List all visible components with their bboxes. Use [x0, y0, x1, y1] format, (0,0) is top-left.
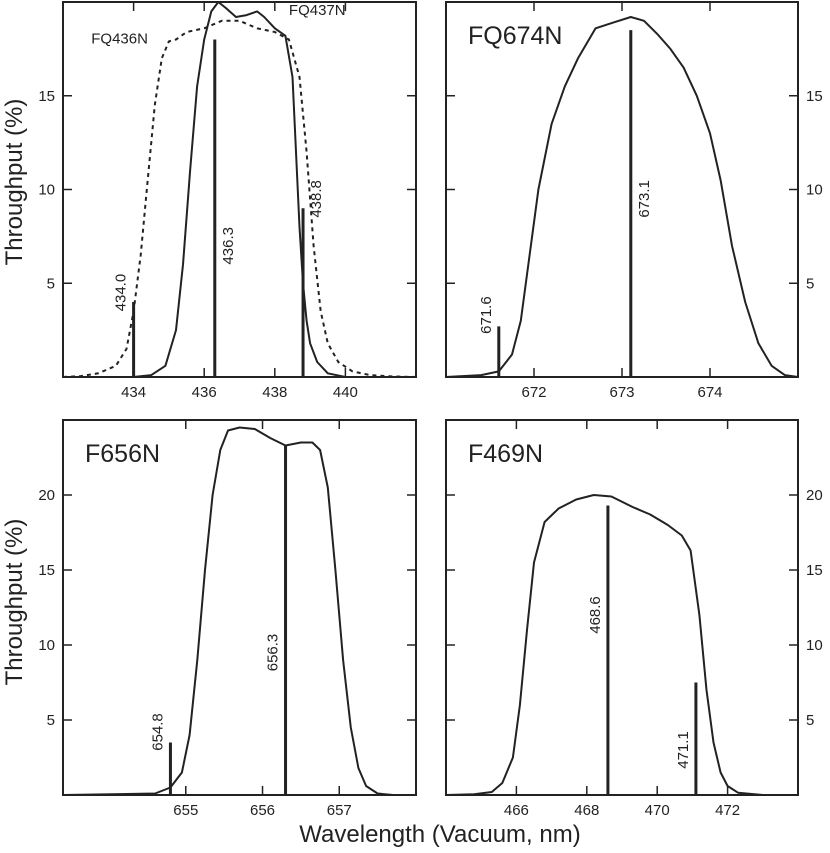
x-tick-label: 470	[645, 802, 670, 819]
y-tick-label: 5	[47, 275, 55, 292]
x-tick-label: 436	[192, 384, 217, 401]
y-axis-title-top: Throughput (%)	[1, 99, 28, 266]
x-tick-label: 434	[121, 384, 146, 401]
emission-line-label: 654.8	[149, 713, 166, 751]
panel-title: FQ674N	[468, 22, 562, 50]
x-tick-label: 673	[609, 384, 634, 401]
x-tick-label: 472	[715, 802, 740, 819]
y-tick-label: 15	[806, 562, 823, 579]
series-line-1	[62, 426, 416, 796]
x-tick-label: 656	[250, 802, 275, 819]
x-tick-label: 438	[262, 384, 287, 401]
panel-4: 466 468 470 472 5 10 15 20 468.6 471.1 F469N	[445, 419, 823, 819]
plot-frame	[445, 419, 799, 796]
emission-line-label: 471.1	[675, 731, 692, 769]
y-tick-label: 20	[806, 487, 823, 504]
x-tick-label: 655	[173, 802, 198, 819]
emission-line-label: 673.1	[636, 180, 653, 218]
x-tick-label: 440	[333, 384, 358, 401]
y-tick-label: 10	[806, 637, 823, 654]
emission-line-label: 434.0	[113, 274, 130, 312]
y-tick-label: 15	[38, 88, 55, 105]
curve-annotation: FQ437N	[289, 2, 346, 19]
y-tick-label: 10	[806, 182, 823, 199]
emission-line-label: 438.8	[308, 180, 325, 218]
series-line-1	[445, 16, 799, 378]
x-axis-title: Wavelength (Vacuum, nm)	[299, 821, 580, 848]
panel-3: 655 656 657 5 10 15 20 654.8 656.3 F656N	[38, 419, 417, 819]
panel-title: F469N	[468, 440, 543, 468]
x-tick-label: 468	[574, 802, 599, 819]
panel-2: 672 673 674 5 10 15 671.6 673.1 FQ674N	[445, 1, 823, 401]
y-tick-label: 5	[806, 275, 814, 292]
panel-1: 434 436 438 440 5 10 15 434.0 436.3 438.8 FQ436N FQ…	[38, 1, 417, 401]
plot-frame	[445, 1, 799, 378]
panel-title: F656N	[85, 440, 160, 468]
x-tick-label: 674	[697, 384, 722, 401]
x-tick-label: 672	[521, 384, 546, 401]
plot-frame	[62, 419, 417, 796]
emission-line-label: 436.3	[220, 227, 237, 265]
emission-line-label: 671.6	[478, 296, 495, 334]
y-tick-label: 20	[38, 487, 55, 504]
emission-line-label: 468.6	[587, 596, 604, 634]
y-tick-label: 5	[47, 712, 55, 729]
series-line-fq436n	[62, 19, 417, 378]
y-tick-label: 15	[38, 562, 55, 579]
x-tick-label: 657	[327, 802, 352, 819]
y-tick-label: 15	[806, 88, 823, 105]
plot-frame	[62, 1, 417, 378]
emission-line-label: 656.3	[265, 634, 282, 672]
curve-annotation: FQ436N	[91, 30, 148, 47]
y-tick-label: 5	[806, 712, 814, 729]
y-tick-label: 10	[38, 182, 55, 199]
x-tick-label: 466	[504, 802, 529, 819]
series-line-1	[445, 494, 798, 796]
y-axis-title-bottom: Throughput (%)	[1, 519, 28, 686]
y-tick-label: 10	[38, 637, 55, 654]
panels-group: 434 436 438 440 5 10 15 434.0 436.3 438.8 FQ436N FQ…	[38, 1, 823, 819]
series-line-fq437n	[63, 1, 416, 378]
